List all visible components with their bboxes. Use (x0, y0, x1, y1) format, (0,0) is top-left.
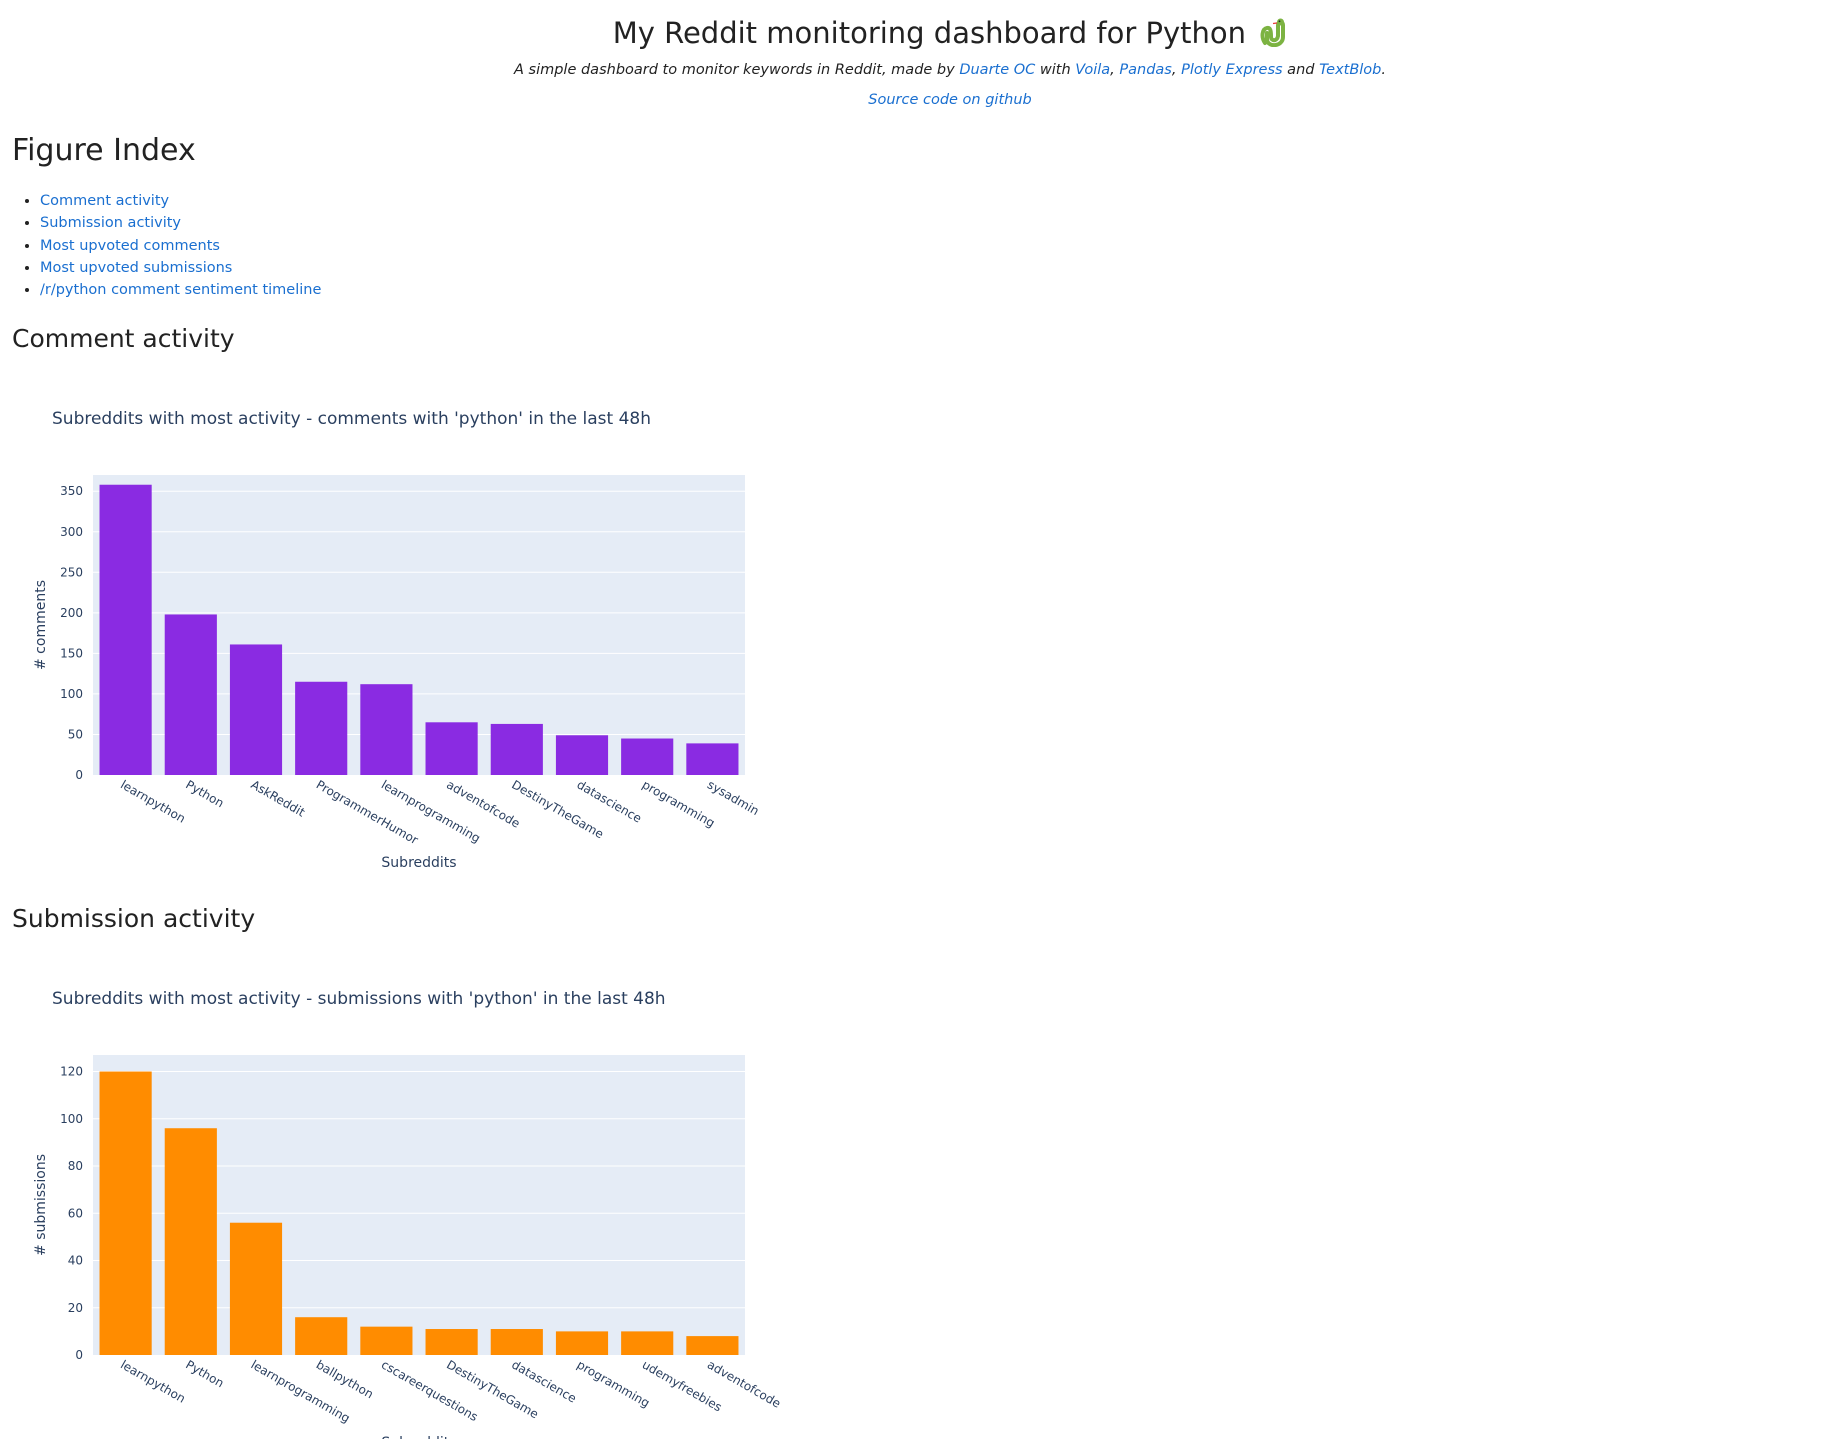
bar[interactable] (555, 735, 609, 775)
bar[interactable] (229, 644, 283, 775)
figure-index-heading: Figure Index (12, 133, 196, 168)
y-tick-label: 0 (75, 1348, 83, 1362)
x-tick-label: learnpython (118, 1357, 188, 1405)
y-axis-label: # comments (33, 580, 49, 670)
bar[interactable] (490, 723, 543, 775)
chart-title: Subreddits with most activity - submissi… (52, 989, 666, 1009)
subtitle-sep: , (1110, 62, 1120, 78)
x-tick-label: sysadmin (705, 777, 762, 818)
index-link-most-upvoted-comments[interactable]: Most upvoted comments (40, 237, 220, 254)
x-tick-label: programming (575, 1357, 653, 1410)
pandas-link[interactable]: Pandas (1119, 62, 1172, 78)
y-tick-label: 250 (60, 565, 83, 579)
page-title-text: My Reddit monitoring dashboard for Pytho… (612, 16, 1247, 50)
index-link-most-upvoted-submissions[interactable]: Most upvoted submissions (40, 259, 233, 276)
comment-activity-heading: Comment activity (12, 324, 235, 353)
x-axis-label: Subreddits (381, 855, 456, 871)
bar[interactable] (686, 743, 739, 775)
bar[interactable] (686, 1336, 739, 1355)
list-item: Most upvoted submissions (40, 257, 321, 279)
x-tick-label: ballpython (314, 1357, 376, 1401)
bar[interactable] (295, 1317, 348, 1355)
author-link[interactable]: Duarte OC (959, 62, 1036, 78)
index-link-sentiment-timeline[interactable]: /r/python comment sentiment timeline (40, 282, 322, 299)
bar[interactable] (425, 722, 478, 775)
y-tick-label: 300 (60, 525, 83, 539)
x-tick-label: Python (183, 1357, 226, 1390)
subtitle-sep: , (1171, 62, 1182, 78)
subtitle-intro: A simple dashboard to monitor keywords i… (513, 62, 960, 78)
bar[interactable] (621, 1331, 674, 1355)
y-tick-label: 100 (60, 1112, 83, 1126)
y-tick-label: 20 (68, 1301, 83, 1315)
submissions-bar-chart: Subreddits with most activity - submissi… (33, 989, 783, 1439)
submission-activity-heading: Submission activity (12, 904, 256, 933)
figure-index-list: Comment activity Submission activity Mos… (12, 190, 321, 301)
subtitle-end: . (1381, 62, 1386, 78)
snake-icon (1259, 17, 1287, 54)
index-link-comment-activity[interactable]: Comment activity (40, 193, 170, 209)
bar[interactable] (229, 1222, 283, 1355)
bar[interactable] (555, 1331, 609, 1355)
bar[interactable] (490, 1329, 543, 1355)
source-link-row: Source code on github (0, 92, 1841, 108)
y-tick-label: 200 (60, 606, 83, 620)
textblob-link[interactable]: TextBlob (1319, 62, 1382, 78)
subtitle-and: and (1282, 62, 1320, 78)
index-link-submission-activity[interactable]: Submission activity (40, 215, 182, 232)
list-item: Submission activity (40, 212, 321, 234)
voila-link[interactable]: Voila (1075, 62, 1111, 78)
x-tick-label: programming (640, 777, 718, 830)
bar[interactable] (621, 738, 674, 775)
y-tick-label: 350 (60, 484, 83, 498)
bar[interactable] (164, 614, 217, 775)
bar[interactable] (295, 681, 348, 775)
list-item: Most upvoted comments (40, 235, 321, 257)
bar[interactable] (99, 484, 152, 775)
chart-title: Subreddits with most activity - comments… (52, 409, 651, 429)
x-tick-label: learnpython (118, 777, 188, 825)
y-tick-label: 40 (68, 1254, 83, 1268)
y-tick-label: 80 (68, 1159, 83, 1173)
subtitle-with: with (1035, 62, 1076, 78)
source-code-link[interactable]: Source code on github (868, 92, 1032, 108)
y-axis-label: # submissions (33, 1154, 49, 1256)
list-item: /r/python comment sentiment timeline (40, 279, 321, 301)
bar[interactable] (425, 1329, 478, 1355)
bar[interactable] (360, 684, 413, 775)
bar[interactable] (164, 1128, 217, 1355)
y-tick-label: 50 (68, 727, 83, 741)
bar[interactable] (360, 1326, 413, 1355)
x-axis-label: Subreddits (381, 1435, 456, 1439)
comments-bar-chart: Subreddits with most activity - comments… (33, 409, 762, 871)
x-tick-label: Python (183, 777, 226, 810)
list-item: Comment activity (40, 190, 321, 212)
y-tick-label: 100 (60, 687, 83, 701)
bar[interactable] (99, 1071, 152, 1355)
page-subtitle: A simple dashboard to monitor keywords i… (0, 62, 1841, 78)
y-tick-label: 150 (60, 646, 83, 660)
y-tick-label: 60 (68, 1206, 83, 1220)
page-title: My Reddit monitoring dashboard for Pytho… (0, 16, 1841, 54)
plotly-express-link[interactable]: Plotly Express (1181, 62, 1283, 78)
y-tick-label: 120 (60, 1065, 83, 1079)
y-tick-label: 0 (75, 768, 83, 782)
x-tick-label: AskReddit (249, 777, 308, 819)
